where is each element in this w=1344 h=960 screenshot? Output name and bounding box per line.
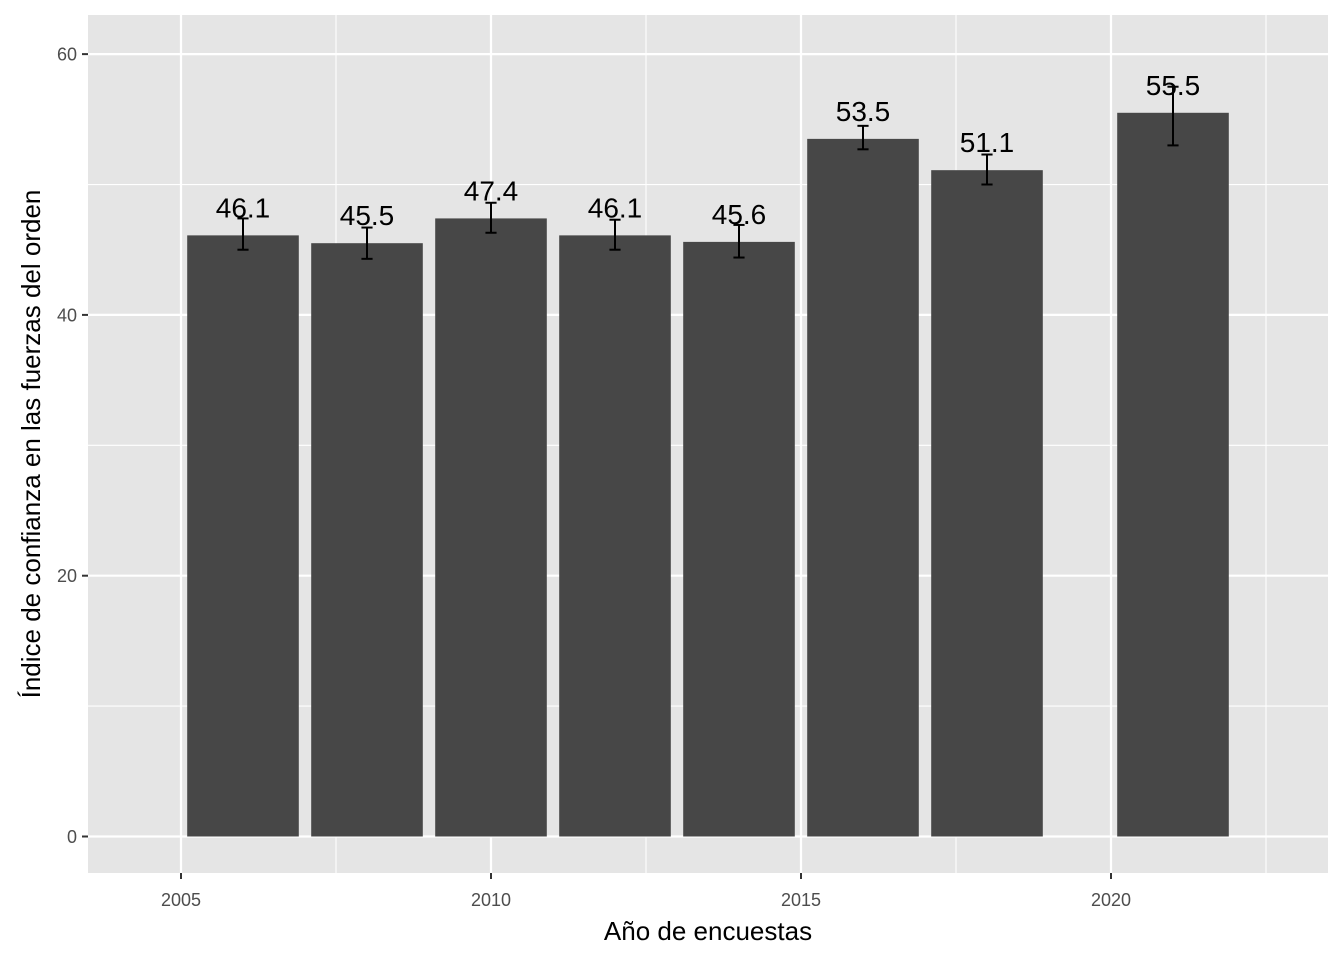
x-tick-label: 2005 bbox=[161, 890, 201, 910]
y-tick-label: 0 bbox=[67, 827, 77, 847]
y-tick-label: 60 bbox=[57, 45, 77, 65]
bar bbox=[187, 235, 299, 837]
bars bbox=[187, 112, 1229, 837]
data-label: 53.5 bbox=[836, 96, 891, 127]
x-tick-label: 2020 bbox=[1091, 890, 1131, 910]
y-tick-label: 40 bbox=[57, 305, 77, 325]
data-labels: 46.1 45.5 47.4 46.1 45.6 53.5 51.1 55.5 bbox=[216, 70, 1201, 231]
data-label: 45.6 bbox=[712, 199, 767, 230]
data-label: 47.4 bbox=[464, 175, 519, 206]
bar bbox=[311, 243, 423, 837]
data-label: 46.1 bbox=[588, 192, 643, 223]
bar bbox=[435, 218, 547, 837]
bar bbox=[683, 241, 795, 837]
data-label: 55.5 bbox=[1146, 70, 1201, 101]
x-tick-label: 2010 bbox=[471, 890, 511, 910]
data-label: 45.5 bbox=[340, 200, 395, 231]
y-axis-title: Índice de confianza en las fuerzas del o… bbox=[16, 190, 46, 699]
bar bbox=[931, 170, 1043, 837]
y-axis: 0 20 40 60 bbox=[57, 45, 88, 847]
x-tick-label: 2015 bbox=[781, 890, 821, 910]
bar bbox=[807, 138, 919, 837]
y-tick-label: 20 bbox=[57, 566, 77, 586]
x-axis: 2005 2010 2015 2020 bbox=[161, 873, 1131, 910]
bar bbox=[559, 235, 671, 837]
data-label: 51.1 bbox=[960, 127, 1015, 158]
x-axis-title: Año de encuestas bbox=[604, 916, 812, 946]
bar bbox=[1117, 112, 1229, 837]
error-bars bbox=[237, 85, 1179, 260]
data-label: 46.1 bbox=[216, 192, 271, 223]
